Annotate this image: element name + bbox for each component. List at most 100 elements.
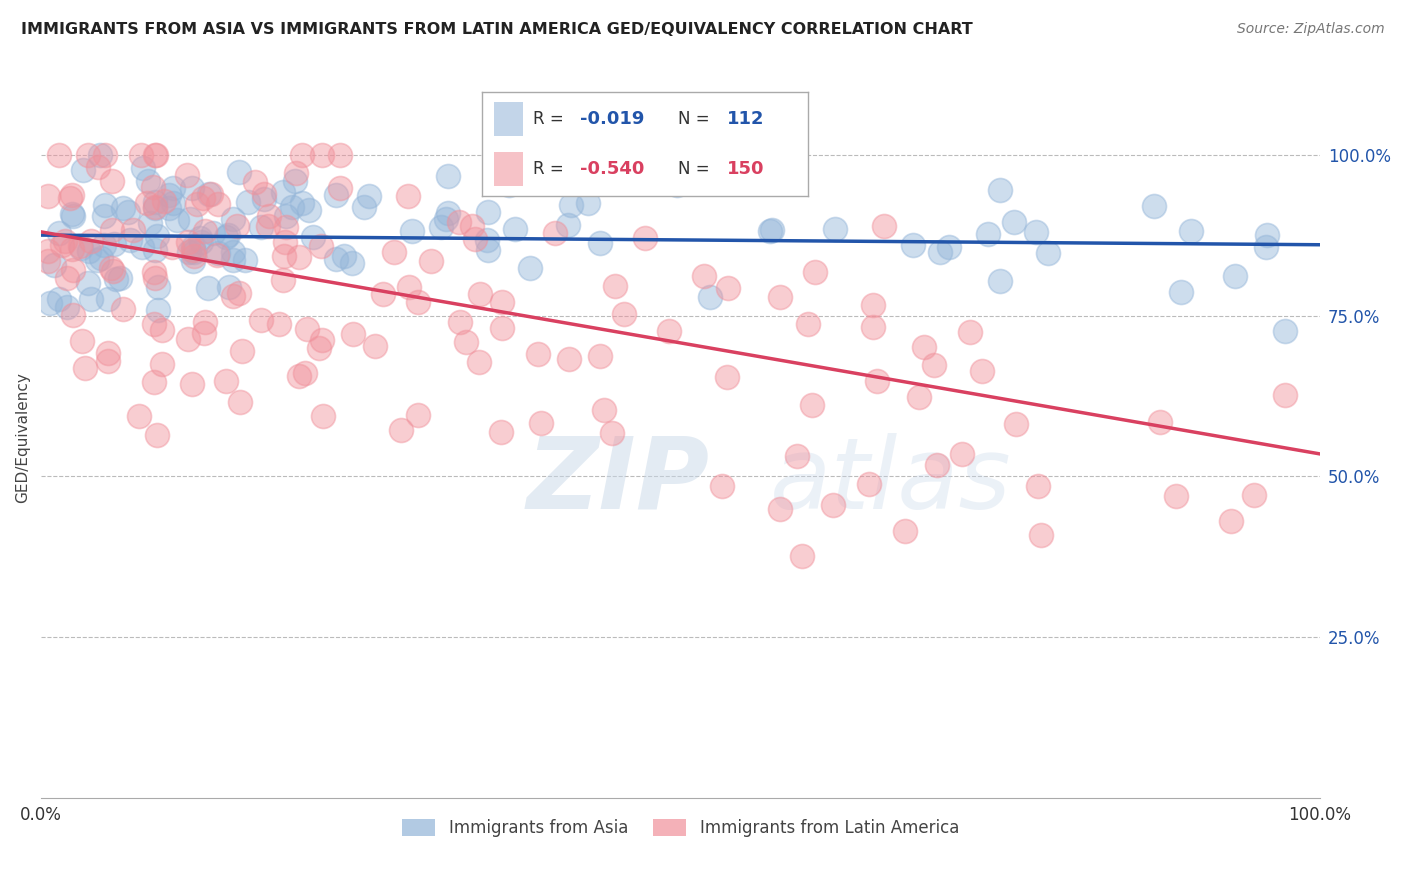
Point <box>143 244 166 258</box>
Point <box>80 234 103 248</box>
Point <box>959 325 981 339</box>
Point <box>281 200 304 214</box>
Point <box>97 345 120 359</box>
Point <box>77 147 100 161</box>
Point <box>257 219 280 234</box>
Point <box>59 191 82 205</box>
Point <box>79 292 101 306</box>
Point <box>866 374 889 388</box>
Point <box>1031 528 1053 542</box>
Point <box>197 280 219 294</box>
Point <box>146 280 169 294</box>
Point <box>183 240 205 254</box>
Point <box>613 307 636 321</box>
Point <box>228 165 250 179</box>
Point <box>131 240 153 254</box>
Point <box>988 183 1011 197</box>
Point <box>761 223 783 237</box>
Point <box>291 195 314 210</box>
Point <box>342 327 364 342</box>
Point <box>101 264 124 278</box>
Point <box>288 369 311 384</box>
Point <box>922 358 945 372</box>
Point <box>291 147 314 161</box>
Point <box>928 244 950 259</box>
Point <box>233 253 256 268</box>
Point <box>153 194 176 209</box>
Point <box>94 147 117 161</box>
Point <box>800 398 823 412</box>
Point <box>250 313 273 327</box>
Point <box>1142 199 1164 213</box>
Point <box>461 219 484 234</box>
Point <box>215 229 238 244</box>
Point <box>112 302 135 317</box>
Point <box>193 326 215 340</box>
Point <box>142 317 165 331</box>
Point <box>1025 225 1047 239</box>
Point <box>145 228 167 243</box>
Point <box>177 244 200 259</box>
Point <box>142 180 165 194</box>
Point <box>894 524 917 538</box>
Point <box>176 332 198 346</box>
Point <box>401 224 423 238</box>
Point <box>454 334 477 349</box>
Point <box>236 194 259 209</box>
Point <box>62 262 84 277</box>
Point <box>503 222 526 236</box>
Point <box>1002 215 1025 229</box>
Point <box>48 293 70 307</box>
Point <box>329 180 352 194</box>
Point <box>560 198 582 212</box>
Point <box>633 231 655 245</box>
Point <box>70 241 93 255</box>
Point <box>101 174 124 188</box>
Point <box>198 186 221 201</box>
Point <box>329 147 352 161</box>
Point <box>475 234 498 248</box>
Point <box>139 216 162 230</box>
Point <box>142 375 165 389</box>
Point <box>181 376 204 391</box>
Point <box>269 317 291 331</box>
Point <box>276 210 298 224</box>
Point <box>222 253 245 268</box>
Point <box>231 343 253 358</box>
Point <box>162 240 184 254</box>
Point <box>578 195 600 210</box>
Point <box>711 479 734 493</box>
Point <box>912 340 935 354</box>
Point <box>1004 417 1026 432</box>
Point <box>803 265 825 279</box>
Point <box>430 220 453 235</box>
Point <box>101 223 124 237</box>
Point <box>1149 416 1171 430</box>
Point <box>142 264 165 278</box>
Point <box>117 205 139 219</box>
Point <box>253 192 276 206</box>
Point <box>62 209 84 223</box>
Point <box>477 205 499 219</box>
Point <box>1026 479 1049 493</box>
Point <box>1038 246 1060 260</box>
Point <box>950 447 973 461</box>
Point <box>138 174 160 188</box>
Point <box>1170 285 1192 300</box>
Point <box>143 147 166 161</box>
Point <box>288 250 311 264</box>
Point <box>93 209 115 223</box>
Point <box>94 197 117 211</box>
Point <box>389 423 412 437</box>
Point <box>200 187 222 202</box>
Point <box>273 249 295 263</box>
Point <box>136 195 159 210</box>
Point <box>177 235 200 249</box>
Point <box>1274 388 1296 402</box>
Point <box>589 236 612 251</box>
Y-axis label: GED/Equivalency: GED/Equivalency <box>15 372 30 503</box>
Point <box>229 395 252 409</box>
Point <box>436 169 458 183</box>
Point <box>382 245 405 260</box>
Point <box>250 220 273 235</box>
